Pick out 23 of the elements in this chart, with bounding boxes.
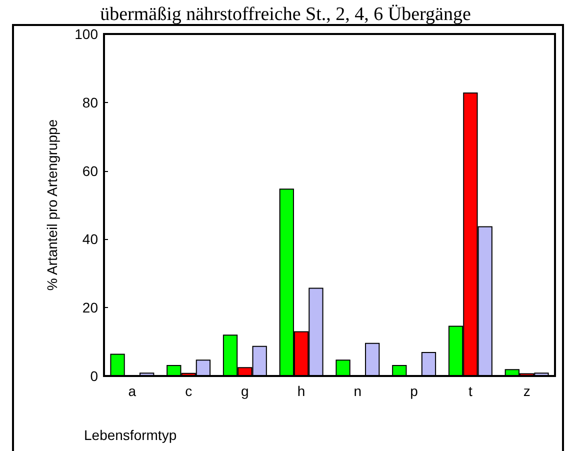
x-tick-label: c [185,383,192,399]
bar [392,365,407,376]
y-tick-label: 40 [82,231,98,248]
bar [140,372,154,376]
y-tick-label: 80 [82,94,98,110]
y-tick-label: 100 [74,26,98,42]
y-tick-label: 20 [82,300,98,316]
bar [365,342,380,376]
x-tick-label: n [354,383,362,399]
x-tick-label: p [410,383,418,399]
x-axis-title: Lebensformtyp [84,427,177,443]
x-tick-label: h [297,383,306,399]
x-tick-label: g [241,383,249,399]
x-tick-label: z [523,383,530,399]
y-axis-title: % Artanteil pro Artengruppe [44,119,60,291]
x-tick-label: a [128,383,136,399]
x-tick-label: t [468,383,472,399]
bar [110,354,125,376]
bar [336,360,350,376]
bar [421,352,436,376]
y-tick-label: 60 [82,162,98,179]
chart-title: übermäßig nährstoffreiche St., 2, 4, 6 Übergänge [100,4,471,25]
y-tick-label: 0 [90,368,98,384]
